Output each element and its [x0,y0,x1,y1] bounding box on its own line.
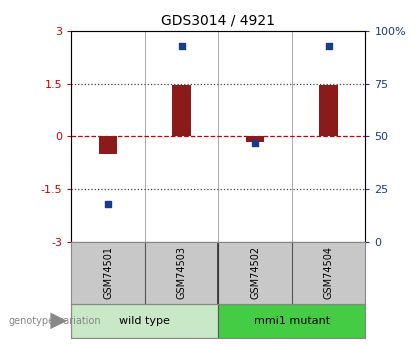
Point [252,140,259,145]
Bar [246,136,264,141]
Bar [71,304,218,338]
Polygon shape [50,313,67,329]
Bar [218,304,365,338]
Text: wild type: wild type [119,316,171,326]
Point [105,201,112,206]
Text: GSM74503: GSM74503 [177,246,186,299]
Bar [99,136,117,154]
Text: GSM74502: GSM74502 [250,246,260,299]
Text: GSM74504: GSM74504 [324,246,333,299]
Text: mmi1 mutant: mmi1 mutant [254,316,330,326]
Point [178,43,185,49]
Bar [320,86,338,136]
Text: genotype/variation: genotype/variation [8,316,101,326]
Text: GSM74501: GSM74501 [103,246,113,299]
Title: GDS3014 / 4921: GDS3014 / 4921 [161,13,276,27]
Bar [173,86,191,136]
Point [326,43,332,49]
